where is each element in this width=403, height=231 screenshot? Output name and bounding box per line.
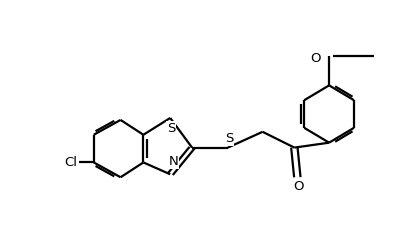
Text: O: O xyxy=(293,180,304,193)
Text: Cl: Cl xyxy=(64,156,77,169)
Text: N: N xyxy=(168,155,178,168)
Text: S: S xyxy=(225,132,233,145)
Text: S: S xyxy=(167,122,175,135)
Text: O: O xyxy=(311,52,321,64)
